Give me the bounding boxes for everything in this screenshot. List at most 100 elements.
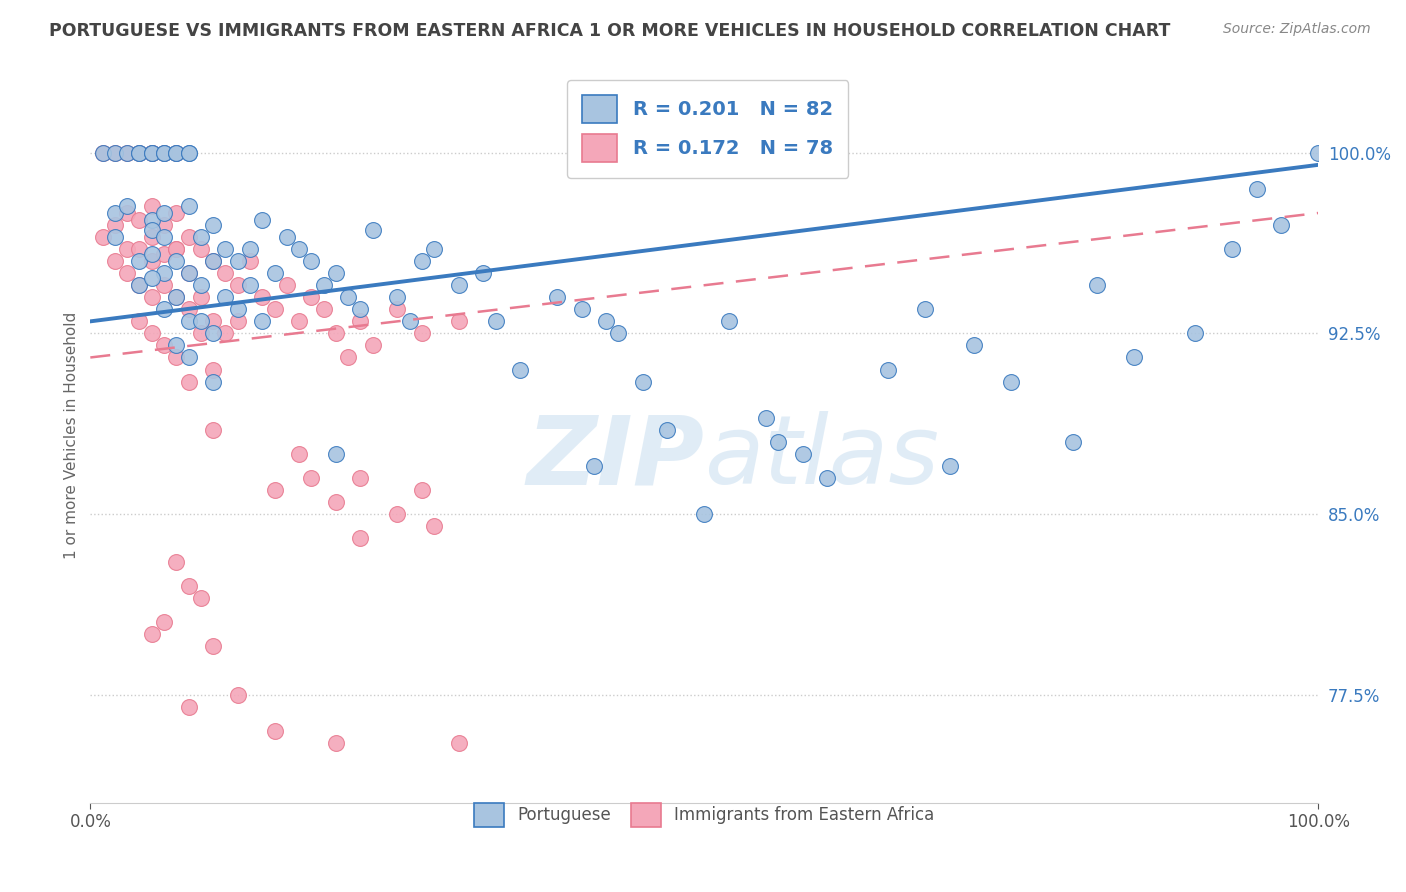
Point (190, 326, 212, 341)
Point (165, 338, 187, 352)
Point (177, 302, 200, 317)
Point (325, 266, 347, 280)
Point (325, 447, 347, 461)
Point (239, 254, 262, 268)
Point (546, 290, 568, 304)
Point (202, 375, 225, 389)
Point (165, 242, 187, 256)
Point (202, 362, 225, 376)
Point (387, 507, 409, 521)
Point (447, 736, 470, 750)
Point (571, 302, 593, 317)
Point (104, 206, 127, 220)
Point (190, 591, 212, 606)
Point (288, 314, 311, 328)
Point (595, 314, 617, 328)
Point (472, 266, 495, 280)
Point (177, 699, 200, 714)
Point (141, 213, 163, 227)
Point (104, 145, 127, 160)
Point (1000, 375, 1022, 389)
Point (128, 242, 150, 256)
Point (190, 278, 212, 293)
Point (202, 314, 225, 328)
Point (252, 314, 274, 328)
Point (153, 206, 176, 220)
Text: PORTUGUESE VS IMMIGRANTS FROM EASTERN AFRICA 1 OR MORE VEHICLES IN HOUSEHOLD COR: PORTUGUESE VS IMMIGRANTS FROM EASTERN AF… (49, 22, 1171, 40)
Point (755, 410, 778, 425)
Point (312, 302, 335, 317)
Point (766, 434, 789, 449)
Point (337, 290, 360, 304)
Point (165, 206, 187, 220)
Point (104, 230, 127, 244)
Point (153, 145, 176, 160)
Point (361, 223, 384, 237)
Point (252, 290, 274, 304)
Point (252, 213, 274, 227)
Point (1085, 278, 1108, 293)
Point (190, 314, 212, 328)
Point (128, 213, 150, 227)
Point (115, 242, 138, 256)
Point (104, 254, 127, 268)
Point (141, 254, 163, 268)
Point (312, 278, 335, 293)
Point (202, 423, 225, 437)
Point (815, 471, 838, 485)
Point (177, 266, 200, 280)
Point (165, 555, 187, 569)
Point (299, 290, 322, 304)
Point (361, 338, 384, 352)
Point (288, 447, 311, 461)
Point (214, 266, 236, 280)
Point (153, 230, 176, 244)
Point (263, 723, 285, 738)
Point (128, 278, 150, 293)
Point (1220, 242, 1243, 256)
Point (165, 145, 187, 160)
Point (91, 145, 114, 160)
Point (153, 266, 176, 280)
Point (91, 230, 114, 244)
Point (202, 254, 225, 268)
Point (141, 145, 163, 160)
Point (190, 242, 212, 256)
Point (387, 290, 409, 304)
Point (165, 242, 187, 256)
Point (128, 145, 150, 160)
Point (165, 351, 187, 365)
Point (115, 199, 138, 213)
Text: ZIP: ZIP (526, 411, 704, 504)
Point (582, 458, 605, 473)
Point (153, 278, 176, 293)
Point (91, 145, 114, 160)
Point (115, 145, 138, 160)
Point (877, 362, 900, 376)
Point (115, 266, 138, 280)
Point (141, 145, 163, 160)
Point (1308, 145, 1330, 160)
Point (447, 278, 470, 293)
Point (276, 278, 298, 293)
Point (177, 314, 200, 328)
Point (202, 640, 225, 654)
Point (153, 218, 176, 232)
Point (153, 247, 176, 261)
Point (177, 351, 200, 365)
Point (141, 223, 163, 237)
Point (325, 495, 347, 509)
Point (214, 326, 236, 341)
Point (263, 483, 285, 497)
Point (411, 483, 433, 497)
Point (1184, 326, 1206, 341)
Point (128, 278, 150, 293)
Point (1123, 351, 1146, 365)
Point (177, 199, 200, 213)
Point (177, 266, 200, 280)
Point (411, 326, 433, 341)
Point (141, 230, 163, 244)
Point (202, 254, 225, 268)
Point (276, 230, 298, 244)
Point (239, 242, 262, 256)
